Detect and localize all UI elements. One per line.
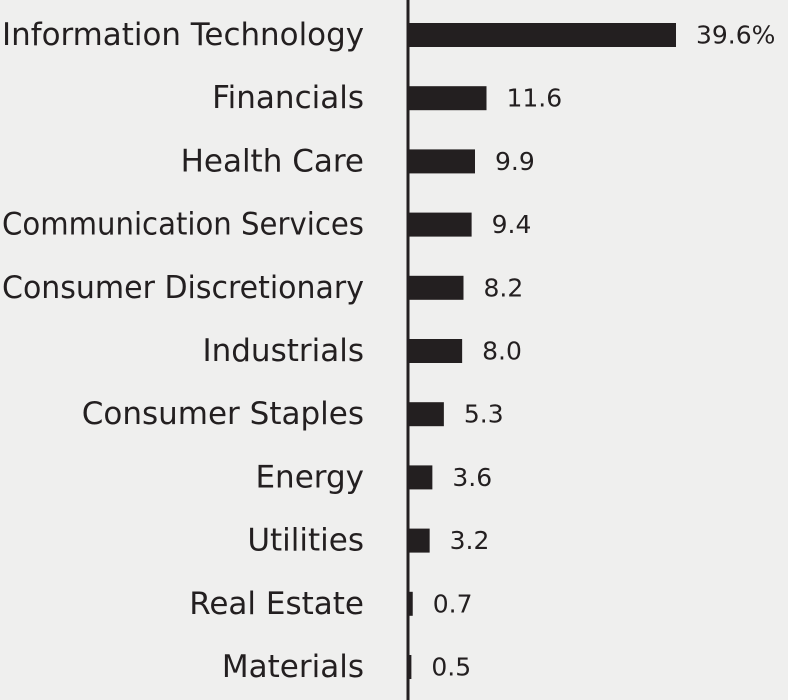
value-label-utilities: 3.2 (450, 526, 490, 555)
value-label-communication-services: 9.4 (492, 210, 532, 239)
value-label-consumer-discretionary: 8.2 (483, 273, 523, 302)
value-label-consumer-staples: 5.3 (464, 400, 504, 429)
category-label-health-care: Health Care (181, 143, 364, 179)
bar-financials (408, 86, 487, 111)
value-labels: 39.6% 11.6 9.9 9.4 8.2 8.0 5.3 3.6 3.2 0.7 0.5 (431, 21, 775, 682)
category-label-utilities: Utilities (247, 523, 364, 559)
value-label-financials: 11.6 (507, 84, 563, 113)
category-label-consumer-staples: Consumer Staples (82, 396, 364, 432)
category-label-industrials: Industrials (202, 333, 364, 369)
bar-real-estate (408, 591, 413, 616)
category-label-real-estate: Real Estate (189, 586, 364, 622)
category-label-energy: Energy (255, 459, 364, 495)
bar-communication-services (408, 212, 472, 237)
bar-utilities (408, 528, 430, 553)
bars (408, 23, 676, 679)
bar-information-technology (408, 23, 676, 47)
value-label-materials: 0.5 (431, 653, 471, 682)
category-label-information-technology: Information Technology (2, 17, 364, 53)
bar-energy (408, 465, 433, 490)
value-label-health-care: 9.9 (495, 147, 535, 176)
value-label-real-estate: 0.7 (433, 589, 473, 618)
bar-health-care (408, 149, 475, 174)
category-label-materials: Materials (222, 649, 364, 685)
category-labels: Information Technology Financials Health C… (2, 17, 364, 685)
category-label-financials: Financials (212, 80, 364, 116)
bar-industrials (408, 339, 463, 363)
bar-consumer-discretionary (408, 275, 464, 300)
value-label-information-technology: 39.6% (696, 21, 775, 50)
bar-materials (408, 655, 412, 679)
category-label-consumer-discretionary: Consumer Discretionary (2, 270, 364, 306)
bar-consumer-staples (408, 402, 444, 427)
category-label-communication-services: Communication Services (2, 207, 364, 243)
value-label-industrials: 8.0 (482, 337, 522, 366)
value-label-energy: 3.6 (452, 463, 492, 492)
